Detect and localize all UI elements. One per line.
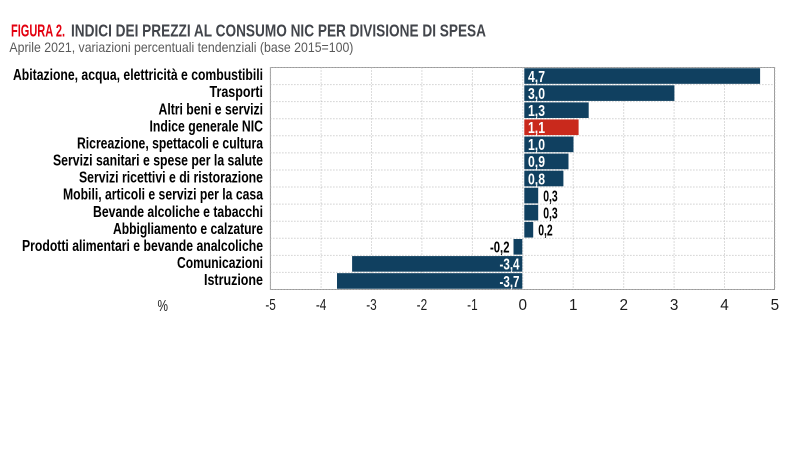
svg-text:3: 3: [670, 297, 679, 314]
svg-text:-5: -5: [265, 297, 276, 314]
svg-text:INDICI DEI PREZZI AL CONSUMO N: INDICI DEI PREZZI AL CONSUMO NIC PER DIV…: [71, 21, 486, 41]
svg-text:Indice generale NIC: Indice generale NIC: [150, 118, 264, 135]
svg-text:0,2: 0,2: [538, 223, 553, 240]
svg-text:0,9: 0,9: [528, 154, 545, 171]
svg-text:Aprile 2021, variazioni perce: Aprile 2021, variazioni percentuali tend…: [9, 39, 353, 55]
svg-text:Prodotti alimentari e bevande: Prodotti alimentari e bevande analcolich…: [22, 238, 263, 255]
svg-text:Mobili, articoli e servizi per: Mobili, articoli e servizi per la casa: [63, 187, 263, 204]
svg-text:%: %: [158, 298, 169, 315]
svg-text:0: 0: [519, 297, 528, 314]
svg-text:1,1: 1,1: [528, 120, 545, 137]
svg-text:-3,4: -3,4: [500, 257, 520, 274]
svg-text:4,7: 4,7: [528, 69, 545, 86]
svg-text:Ricreazione, spettacoli e cult: Ricreazione, spettacoli e cultura: [77, 135, 263, 152]
svg-text:0,3: 0,3: [543, 188, 558, 205]
svg-text:3,0: 3,0: [528, 86, 545, 103]
svg-text:Comunicazioni: Comunicazioni: [177, 255, 263, 272]
svg-text:Trasporti: Trasporti: [210, 84, 264, 101]
svg-text:5: 5: [771, 297, 780, 314]
svg-text:2: 2: [619, 297, 628, 314]
svg-text:Istruzione: Istruzione: [204, 272, 263, 289]
svg-text:-2: -2: [417, 297, 428, 314]
svg-text:-1: -1: [467, 297, 478, 314]
svg-text:Servizi sanitari e spese per l: Servizi sanitari e spese per la salute: [53, 153, 263, 170]
svg-text:-3: -3: [366, 297, 377, 314]
svg-text:-3,7: -3,7: [500, 274, 520, 291]
svg-text:-0,2: -0,2: [490, 240, 510, 257]
svg-text:4: 4: [720, 297, 729, 314]
svg-text:Abbigliamento e calzature: Abbigliamento e calzature: [113, 221, 263, 238]
svg-text:FIGURA 2.: FIGURA 2.: [11, 21, 65, 41]
svg-text:1,3: 1,3: [528, 103, 545, 120]
svg-text:Abitazione, acqua, elettricità: Abitazione, acqua, elettricità e combust…: [13, 67, 263, 84]
svg-text:-4: -4: [316, 297, 327, 314]
svg-text:0,3: 0,3: [543, 205, 558, 222]
svg-text:Altri beni e servizi: Altri beni e servizi: [159, 101, 264, 118]
svg-text:0,8: 0,8: [528, 171, 545, 188]
svg-text:Bevande alcoliche e tabacchi: Bevande alcoliche e tabacchi: [93, 204, 263, 221]
svg-text:1,0: 1,0: [528, 137, 545, 154]
svg-text:Servizi ricettivi e di ristora: Servizi ricettivi e di ristorazione: [79, 170, 263, 187]
svg-text:1: 1: [569, 297, 578, 314]
